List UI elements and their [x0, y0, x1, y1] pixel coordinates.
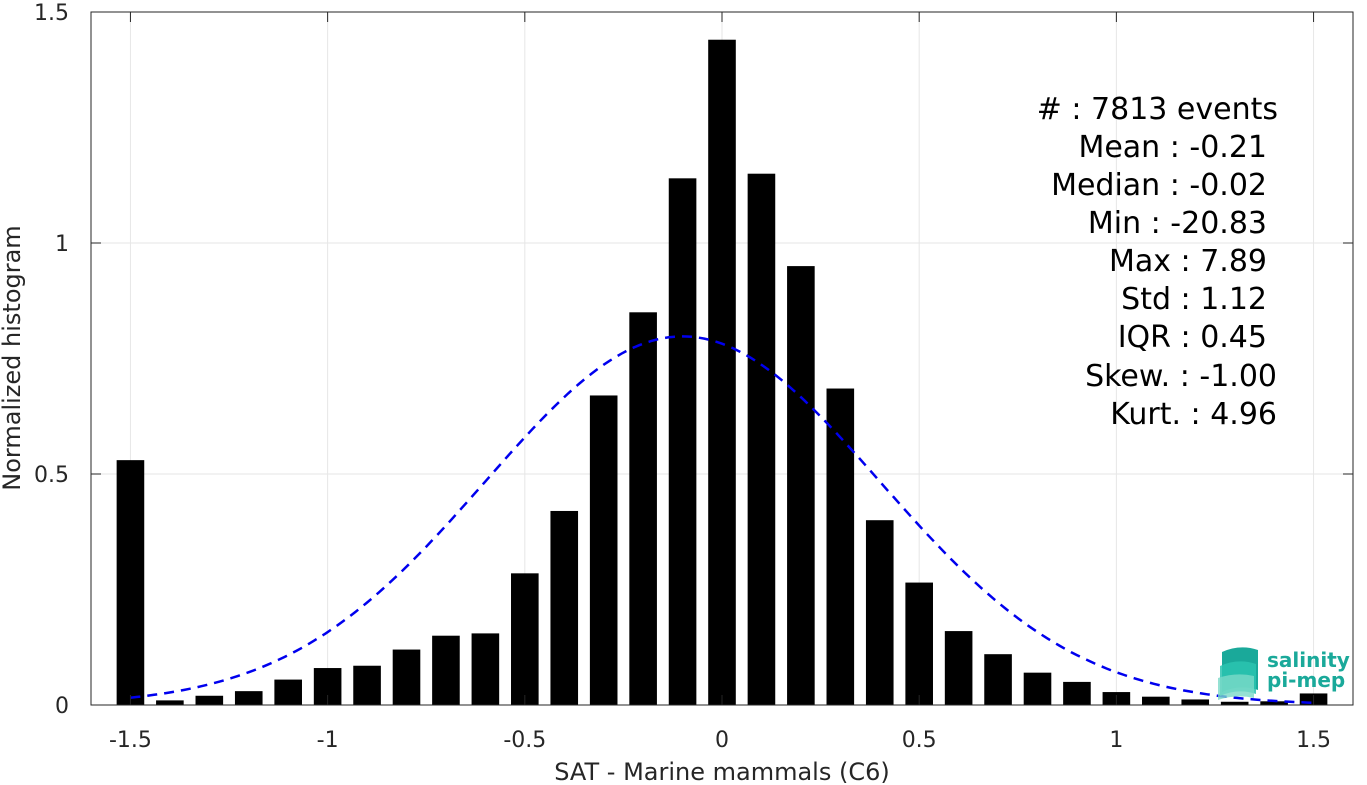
histogram-bar	[116, 460, 145, 705]
histogram-bar	[1260, 701, 1288, 705]
x-axis-label: SAT - Marine mammals (C6)	[554, 758, 889, 785]
histogram-bar	[629, 312, 657, 705]
histogram-bar	[1220, 701, 1249, 705]
x-tick-label: -1	[317, 728, 339, 753]
histogram-bar	[471, 633, 500, 705]
histogram-bar	[156, 700, 184, 705]
stats-mean: Mean : -0.21	[1078, 130, 1267, 165]
stats-std: Std : 1.12	[1121, 282, 1267, 317]
stats-box: # : 7813 events Mean : -0.21 Median : -0…	[1037, 92, 1278, 432]
x-tick-label: 0.5	[902, 728, 937, 753]
histogram-bar	[589, 395, 618, 705]
x-tick-label: -0.5	[503, 728, 546, 753]
histogram-bar	[550, 510, 579, 705]
stats-median: Median : -0.02	[1051, 168, 1267, 203]
histogram-bar	[708, 39, 736, 706]
x-tick-label: -1.5	[109, 728, 152, 753]
histogram-bar	[392, 649, 421, 705]
axis-ticks	[91, 11, 1353, 706]
histogram-bar	[234, 691, 263, 705]
histogram-bar	[865, 520, 894, 705]
logo-line2: pi-mep	[1267, 668, 1345, 692]
normal-fit-curve	[130, 335, 1314, 705]
histogram-bar	[511, 573, 539, 705]
histogram-bar	[1142, 696, 1170, 705]
tick-labels: -1.5 -1 -0.5 0 0.5 1 1.5 0 0.5 1 1.5	[34, 1, 1331, 753]
stats-kurt: Kurt. : 4.96	[1110, 397, 1277, 432]
y-tick-label: 0.5	[34, 463, 69, 488]
x-tick-label: 0	[715, 728, 729, 753]
histogram-bar	[195, 695, 224, 705]
salinity-pi-mep-logo: salinity pi-mep	[1218, 647, 1350, 700]
histogram-bar	[353, 665, 381, 705]
stats-skew: Skew. : -1.00	[1085, 359, 1277, 394]
histogram-bar	[787, 266, 815, 705]
histogram-bar	[1023, 672, 1052, 705]
histogram-bar	[826, 388, 855, 705]
histogram-bar	[1063, 681, 1091, 705]
histogram-bar	[274, 679, 302, 705]
histogram-bar	[747, 173, 776, 705]
histogram-bar	[668, 178, 697, 705]
y-tick-label: 0	[55, 694, 69, 719]
x-tick-label: 1	[1109, 728, 1123, 753]
histogram-bar	[432, 635, 460, 705]
histogram-bar	[984, 654, 1012, 705]
stats-max: Max : 7.89	[1109, 244, 1267, 279]
stats-min: Min : -20.83	[1088, 206, 1267, 241]
stats-count: # : 7813 events	[1037, 92, 1278, 127]
y-axis-label: Normalized histogram	[0, 225, 26, 490]
histogram-bars	[116, 39, 1328, 706]
logo-wave-icon	[1218, 647, 1258, 700]
histogram-bar	[944, 631, 973, 705]
y-tick-label: 1.5	[34, 1, 69, 26]
x-tick-label: 1.5	[1296, 728, 1331, 753]
histogram-bar	[905, 582, 933, 705]
logo-line1: salinity	[1267, 648, 1350, 672]
stats-iqr: IQR : 0.45	[1118, 320, 1267, 355]
histogram-bar	[1181, 699, 1210, 705]
y-tick-label: 1	[55, 232, 69, 257]
